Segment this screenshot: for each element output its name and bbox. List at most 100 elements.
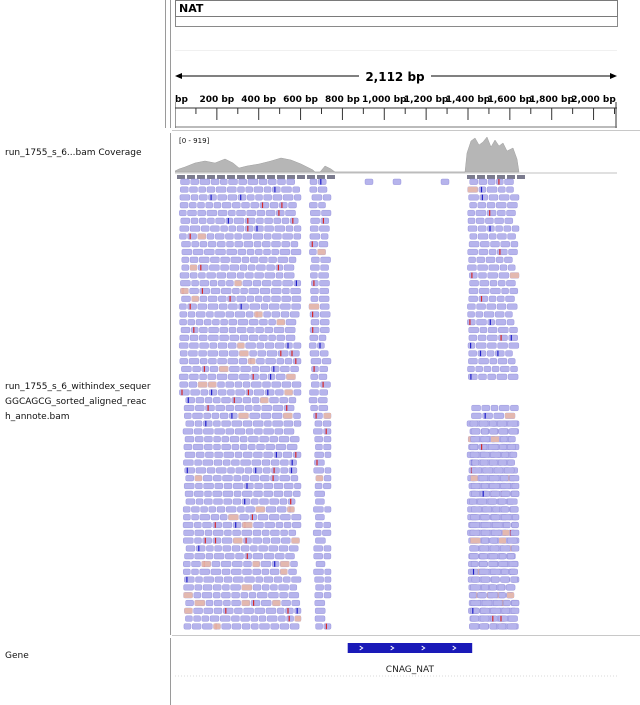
aligned-read[interactable] [242,490,253,497]
aligned-read[interactable] [324,451,332,458]
aligned-read[interactable] [233,217,245,224]
aligned-read[interactable] [191,561,201,568]
aligned-read[interactable] [281,217,290,224]
aligned-read[interactable] [179,303,187,310]
aligned-read[interactable] [288,467,298,474]
aligned-read[interactable] [192,444,204,451]
aligned-read[interactable] [258,545,268,552]
aligned-read[interactable] [478,178,488,185]
aligned-read[interactable] [467,319,476,326]
aligned-read[interactable] [494,217,504,224]
aligned-read[interactable] [470,607,480,614]
aligned-read[interactable] [323,522,331,529]
aligned-read[interactable] [181,256,190,263]
aligned-read[interactable] [310,264,320,271]
aligned-read[interactable] [497,233,507,240]
soft-clipped-read[interactable] [255,506,265,513]
aligned-read[interactable] [266,350,278,357]
aligned-read[interactable] [470,568,479,575]
aligned-read[interactable] [233,483,244,490]
aligned-read[interactable] [191,623,202,630]
aligned-read[interactable] [283,483,294,490]
aligned-read[interactable] [320,264,329,271]
aligned-read[interactable] [197,202,205,209]
aligned-read[interactable] [179,381,188,388]
aligned-read[interactable] [276,607,285,614]
aligned-read[interactable] [260,561,272,568]
aligned-read[interactable] [470,561,479,568]
aligned-read[interactable] [213,529,224,536]
aligned-read[interactable] [322,420,332,427]
aligned-read[interactable] [470,436,480,443]
aligned-read[interactable] [273,483,284,490]
aligned-read[interactable] [255,248,263,255]
aligned-read[interactable] [209,280,218,287]
aligned-read[interactable] [479,615,490,622]
aligned-read[interactable] [309,225,319,232]
aligned-read[interactable] [227,358,238,365]
aligned-read[interactable] [281,186,292,193]
aligned-read[interactable] [243,241,254,248]
aligned-read[interactable] [184,436,195,443]
aligned-read[interactable] [253,389,265,396]
aligned-read[interactable] [476,217,485,224]
aligned-read[interactable] [323,553,332,560]
aligned-read[interactable] [281,295,291,302]
aligned-read[interactable] [179,334,190,341]
aligned-read[interactable] [199,334,208,341]
aligned-read[interactable] [497,584,506,591]
aligned-read[interactable] [314,607,326,614]
aligned-read[interactable] [249,256,259,263]
aligned-read[interactable] [202,522,212,529]
aligned-read[interactable] [487,592,498,599]
aligned-read[interactable] [289,459,297,466]
aligned-read[interactable] [213,202,222,209]
aligned-read[interactable] [248,592,257,599]
aligned-read[interactable] [314,459,325,466]
aligned-read[interactable] [214,311,225,318]
aligned-read[interactable] [501,568,509,575]
aligned-read[interactable] [234,233,242,240]
aligned-read[interactable] [291,303,301,310]
aligned-read[interactable] [264,522,275,529]
aligned-read[interactable] [283,420,294,427]
aligned-read[interactable] [261,529,270,536]
aligned-read[interactable] [248,444,256,451]
aligned-read[interactable] [231,568,242,575]
aligned-read[interactable] [485,217,494,224]
aligned-read[interactable] [469,522,480,529]
aligned-read[interactable] [183,568,191,575]
aligned-read[interactable] [241,475,250,482]
aligned-read[interactable] [225,428,234,435]
aligned-read[interactable] [470,514,480,521]
aligned-read[interactable] [282,451,293,458]
aligned-read[interactable] [248,436,259,443]
aligned-read[interactable] [470,428,481,435]
aligned-read[interactable] [230,256,241,263]
aligned-read[interactable] [261,568,270,575]
aligned-read[interactable] [197,303,207,310]
aligned-read[interactable] [289,350,300,357]
aligned-read[interactable] [204,444,213,451]
aligned-read[interactable] [214,428,225,435]
aligned-read[interactable] [253,451,263,458]
aligned-read[interactable] [490,607,501,614]
aligned-read[interactable] [293,233,302,240]
aligned-read[interactable] [500,506,510,513]
aligned-read[interactable] [227,295,236,302]
alignment-track-label-line2[interactable]: GGCAGCG_sorted_aligned_reac [5,397,147,407]
aligned-read[interactable] [193,592,201,599]
aligned-read[interactable] [314,490,325,497]
aligned-read[interactable] [280,514,291,521]
alignment-track[interactable] [175,174,617,635]
aligned-read[interactable] [319,365,328,372]
aligned-read[interactable] [501,607,510,614]
aligned-read[interactable] [510,506,519,513]
aligned-read[interactable] [204,529,213,536]
aligned-read[interactable] [256,264,266,271]
aligned-read[interactable] [201,615,209,622]
aligned-read[interactable] [253,186,264,193]
aligned-read[interactable] [279,498,288,505]
aligned-read[interactable] [488,194,499,201]
aligned-read[interactable] [199,194,208,201]
